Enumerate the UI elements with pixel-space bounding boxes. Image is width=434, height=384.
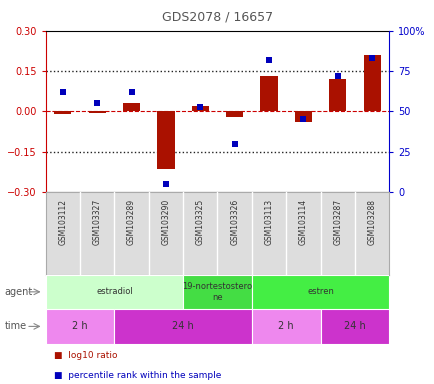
Text: GSM103112: GSM103112: [58, 199, 67, 245]
Text: 24 h: 24 h: [343, 321, 365, 331]
Text: agent: agent: [4, 287, 33, 297]
Point: [299, 116, 306, 122]
Text: ■  log10 ratio: ■ log10 ratio: [54, 351, 118, 360]
Bar: [294, 111, 311, 122]
Bar: [260, 76, 277, 111]
Text: time: time: [4, 321, 26, 331]
Bar: [46, 309, 114, 344]
Point: [231, 141, 238, 147]
Point: [162, 181, 169, 187]
Point: [94, 100, 101, 106]
Bar: [89, 111, 105, 113]
Bar: [183, 275, 251, 309]
Point: [196, 103, 203, 109]
Text: GSM103289: GSM103289: [127, 199, 136, 245]
Bar: [363, 55, 380, 111]
Text: GDS2078 / 16657: GDS2078 / 16657: [161, 11, 273, 24]
Point: [265, 57, 272, 63]
Bar: [251, 309, 320, 344]
Bar: [114, 309, 251, 344]
Text: GSM103114: GSM103114: [298, 199, 307, 245]
Bar: [46, 275, 183, 309]
Text: estren: estren: [306, 287, 333, 296]
Text: 19-nortestostero
ne: 19-nortestostero ne: [182, 282, 252, 301]
Text: ■  percentile rank within the sample: ■ percentile rank within the sample: [54, 371, 221, 379]
Text: GSM103327: GSM103327: [92, 199, 102, 245]
Text: 24 h: 24 h: [172, 321, 194, 331]
Text: estradiol: estradiol: [96, 287, 132, 296]
Text: GSM103326: GSM103326: [230, 199, 239, 245]
Bar: [320, 309, 388, 344]
Text: 2 h: 2 h: [72, 321, 88, 331]
Text: GSM103288: GSM103288: [367, 199, 376, 245]
Bar: [251, 275, 388, 309]
Bar: [226, 111, 243, 117]
Bar: [157, 111, 174, 169]
Text: GSM103287: GSM103287: [332, 199, 342, 245]
Bar: [123, 103, 140, 111]
Text: 2 h: 2 h: [278, 321, 293, 331]
Point: [333, 73, 340, 79]
Point: [59, 89, 66, 95]
Text: GSM103325: GSM103325: [195, 199, 204, 245]
Text: GSM103290: GSM103290: [161, 199, 170, 245]
Point: [128, 89, 135, 95]
Bar: [329, 79, 345, 111]
Text: GSM103113: GSM103113: [264, 199, 273, 245]
Point: [368, 55, 375, 61]
Bar: [191, 106, 208, 111]
Bar: [54, 111, 71, 114]
